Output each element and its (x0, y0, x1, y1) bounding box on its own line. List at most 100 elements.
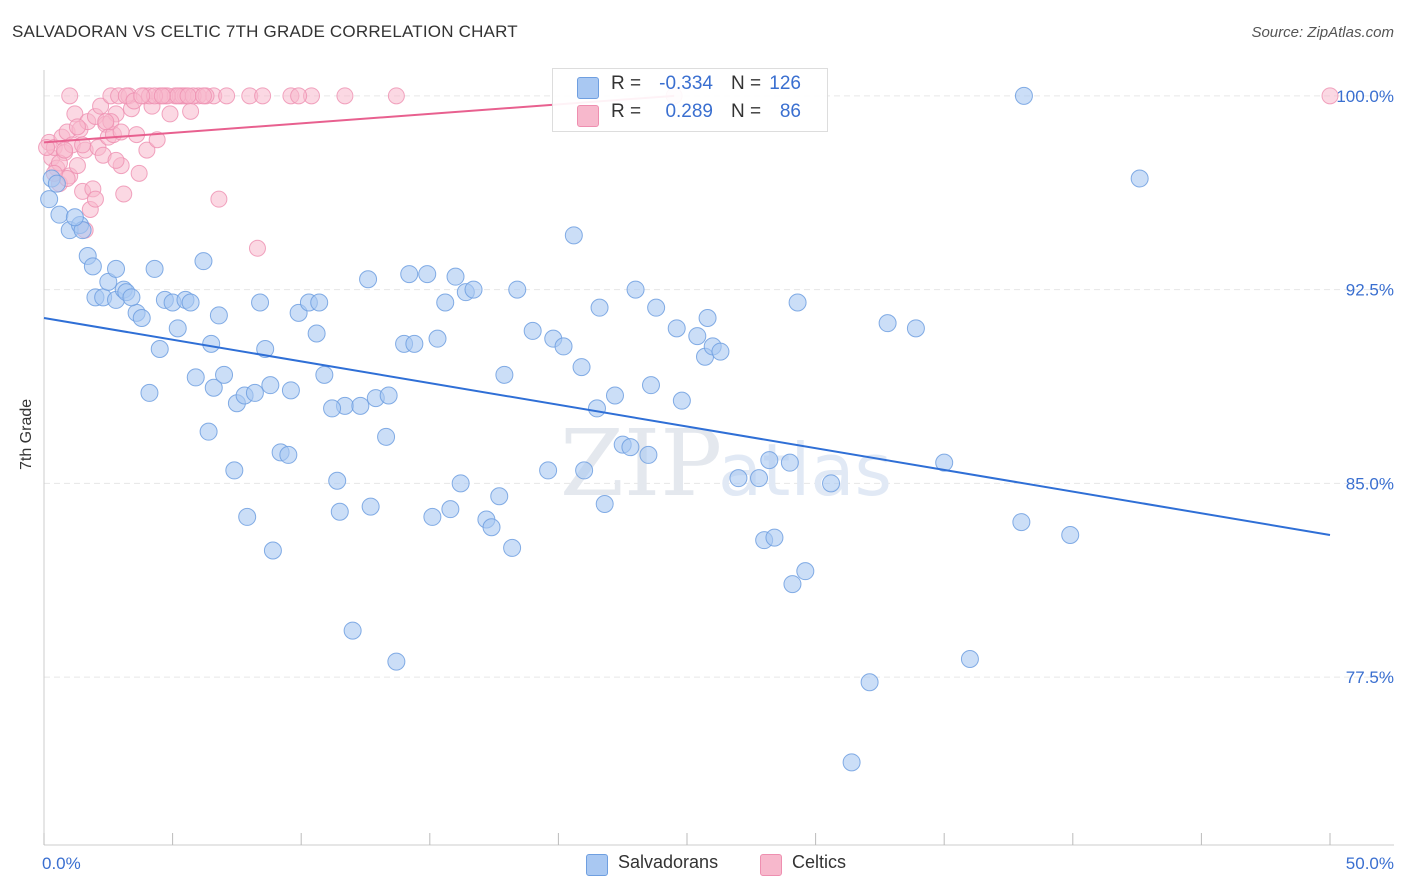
salvadorans-point (209, 306, 228, 325)
salvadorans-point (204, 378, 223, 397)
salvadorans-point (400, 265, 419, 284)
salvadorans-point (554, 337, 573, 356)
legend-label: Celtics (792, 852, 847, 872)
salvadorans-point (307, 324, 326, 343)
salvadorans-point (323, 399, 342, 418)
salvadorans-point (251, 293, 270, 312)
celtics-swatch (577, 105, 599, 127)
salvadorans-point (688, 327, 707, 346)
salvadorans-point (711, 342, 730, 361)
legend-label: Salvadorans (618, 852, 719, 872)
source-label: Source: ZipAtlas.com (1251, 24, 1394, 41)
celtics-point (115, 185, 133, 203)
salvadorans-point (572, 358, 591, 377)
salvadorans-point (263, 541, 282, 560)
salvadorans-point (377, 427, 396, 446)
salvadorans-point (150, 340, 169, 358)
celtics-point (153, 87, 171, 105)
celtics-point (179, 87, 197, 105)
celtics-point (194, 87, 212, 105)
salvadorans-point (423, 507, 442, 526)
salvadorans-point (641, 376, 660, 395)
salvadorans-point (215, 365, 234, 384)
y-tick-label: 77.5% (1346, 668, 1394, 687)
salvadorans-points (40, 86, 1149, 772)
salvadorans-point (621, 438, 640, 457)
salvadorans-point (65, 208, 84, 227)
celtics-point (248, 239, 266, 257)
n-value: 86 (779, 101, 801, 122)
watermark-atlas: atlas (718, 428, 892, 512)
salvadorans-trend-line (43, 317, 1331, 536)
salvadorans-point (1014, 86, 1033, 105)
salvadorans-point (605, 386, 624, 405)
r-label: R = (611, 73, 642, 94)
celtics-point (61, 87, 79, 105)
legend-row-celtics: R = 0.289 N = 86 (553, 101, 827, 129)
salvadorans-point (451, 474, 470, 493)
salvadorans-point (482, 518, 501, 537)
celtics-point (161, 105, 179, 123)
salvadorans-point (256, 340, 275, 358)
salvadorans-point (935, 453, 954, 472)
salvadorans-point (281, 381, 300, 400)
salvadorans-point (225, 461, 244, 480)
celtics-swatch (760, 854, 782, 876)
salvadorans-point (626, 280, 645, 299)
salvadorans-point (1061, 526, 1080, 544)
salvadorans-point (330, 502, 349, 521)
salvadorans-point (822, 474, 841, 493)
salvadorans-point (47, 174, 66, 193)
celtics-point (130, 164, 148, 182)
salvadorans-point (878, 314, 897, 333)
celtics-point (56, 141, 74, 159)
celtics-point (97, 113, 115, 131)
y-tick-label: 100.0% (1336, 87, 1394, 106)
salvadorans-point (40, 190, 59, 209)
stats-legend: R = -0.334 N = 126 R = 0.289 N = 86 (552, 68, 828, 132)
celtics-point (92, 97, 110, 115)
salvadorans-point (405, 334, 424, 353)
celtics-point (133, 87, 151, 105)
salvadorans-point (1130, 169, 1149, 188)
salvadorans-swatch (577, 77, 599, 99)
celtics-point (290, 87, 308, 105)
salvadorans-point (595, 495, 614, 513)
salvadorans-point (428, 329, 447, 348)
celtics-point (38, 139, 56, 156)
salvadorans-point (132, 309, 151, 327)
r-value: -0.334 (659, 73, 713, 94)
salvadorans-point (906, 319, 925, 338)
n-label: N = (731, 101, 762, 122)
salvadorans-point (760, 451, 779, 470)
salvadorans-point (351, 396, 370, 415)
n-value: 126 (769, 73, 801, 94)
salvadorans-point (564, 226, 583, 245)
salvadorans-point (238, 507, 257, 526)
salvadorans-point (168, 319, 187, 338)
salvadorans-point (464, 280, 483, 299)
celtics-point (74, 136, 92, 154)
salvadorans-point (310, 293, 329, 312)
celtics-point (86, 190, 104, 208)
salvadorans-point (503, 538, 522, 557)
salvadorans-point (261, 376, 280, 395)
salvadorans-point (587, 399, 606, 418)
salvadorans-point (181, 293, 200, 312)
salvadorans-point (245, 383, 264, 402)
salvadorans-point (359, 270, 378, 289)
legend-row-salvadorans: R = -0.334 N = 126 (553, 73, 827, 101)
tick-labels: 77.5% 85.0% 92.5% 100.0% 0.0% 50.0% (42, 87, 1394, 873)
salvadorans-point (446, 267, 465, 286)
celtics-point (182, 102, 200, 120)
salvadorans-point (145, 259, 164, 278)
salvadorans-point (490, 487, 509, 506)
chart-title: SALVADORAN VS CELTIC 7TH GRADE CORRELATI… (12, 22, 518, 41)
salvadorans-point (765, 528, 784, 547)
axes (43, 70, 1394, 846)
salvadorans-point (83, 257, 102, 276)
salvadorans-point (379, 386, 398, 405)
salvadorans-point (495, 365, 514, 384)
salvadorans-point (107, 259, 126, 278)
